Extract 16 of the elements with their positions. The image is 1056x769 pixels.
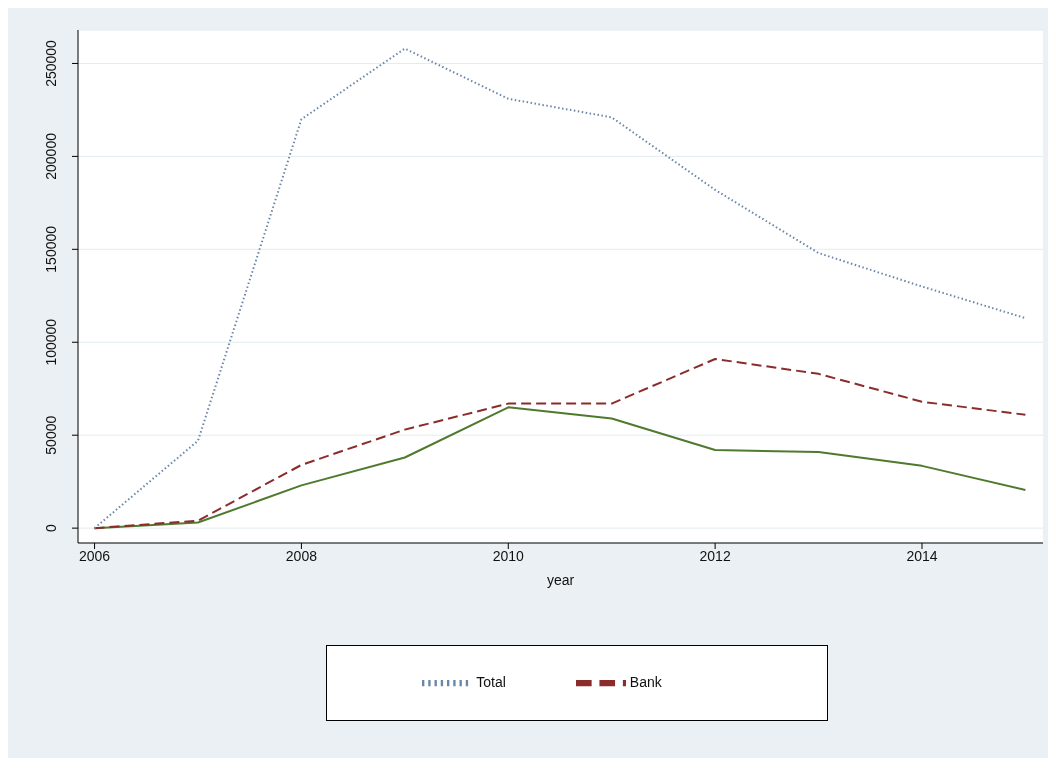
x-tick-label: 2008 bbox=[285, 547, 318, 564]
y-tick-label: 200000 bbox=[43, 132, 59, 180]
y-tick-label: 250000 bbox=[43, 39, 59, 87]
y-tick-label: 150000 bbox=[43, 225, 59, 273]
x-tick-label: 2014 bbox=[906, 547, 938, 564]
x-tick-label: 2012 bbox=[699, 547, 731, 564]
x-tick-label: 2010 bbox=[492, 547, 525, 564]
legend-label: Bank bbox=[629, 673, 662, 690]
y-tick-label: 50000 bbox=[43, 415, 59, 455]
legend-label: Total bbox=[476, 673, 506, 690]
y-tick-label: 0 bbox=[43, 524, 59, 533]
x-axis-title: year bbox=[546, 572, 575, 588]
line-series bbox=[93, 357, 1027, 530]
y-tick-label: 100000 bbox=[43, 318, 59, 366]
line-series bbox=[93, 47, 1027, 530]
x-tick-label: 2006 bbox=[78, 547, 111, 564]
